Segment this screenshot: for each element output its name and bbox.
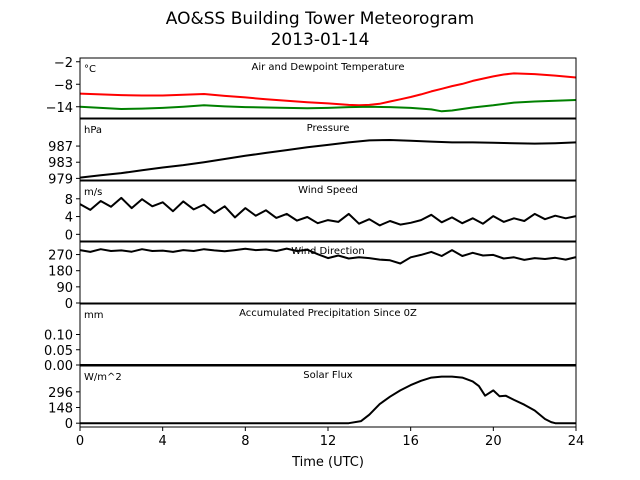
- wind-direction-panel-title: Wind Direction: [291, 246, 365, 257]
- pressure-y-tick-label: 983: [48, 156, 73, 171]
- wind-direction-panel-frame: [79, 241, 577, 304]
- precipitation-y-tick-label: 0.05: [44, 344, 73, 359]
- wind-speed-panel-title: Wind Speed: [298, 185, 358, 196]
- solar-flux-y-tick-label: 296: [48, 386, 73, 401]
- temperature-y-tick-label: −2: [54, 56, 73, 71]
- solar-flux-y-tick-label: 0: [65, 417, 73, 432]
- wind-direction-series-line-1: [79, 247, 577, 265]
- solar-flux-y-tick-label: 148: [48, 402, 73, 417]
- pressure-unit-label: hPa: [84, 125, 102, 136]
- x-tick-label: 20: [485, 434, 502, 449]
- wind-speed-y-tick-label: 4: [65, 211, 73, 226]
- precipitation-unit-label: mm: [84, 310, 103, 321]
- figure-title: AO&SS Building Tower Meteorogram: [166, 9, 474, 29]
- precipitation-y-tick-label: 0.10: [44, 329, 73, 344]
- pressure-y-tick-label: 987: [48, 140, 73, 155]
- temperature-panel-title: Air and Dewpoint Temperature: [252, 62, 405, 73]
- pressure-series-line-1: [79, 139, 577, 179]
- x-tick-label: 8: [241, 434, 249, 449]
- figure-date: 2013-01-14: [271, 30, 370, 50]
- x-tick-label: 0: [76, 434, 84, 449]
- panel-temperature: −2 −8 −14 °C Air and Dewpoint Temperature: [46, 56, 577, 119]
- x-tick-label: 24: [568, 434, 585, 449]
- wind-speed-panel-frame: [79, 180, 577, 242]
- wind-direction-y-tick-label: 0: [65, 297, 73, 312]
- temperature-panel-frame: [79, 57, 577, 119]
- x-axis-label: Time (UTC): [291, 455, 364, 470]
- x-tick-label: 16: [402, 434, 419, 449]
- precipitation-panel-title: Accumulated Precipitation Since 0Z: [239, 308, 417, 319]
- x-tick-label: 12: [320, 434, 337, 449]
- pressure-y-tick-label: 979: [48, 172, 73, 187]
- x-axis: 0 4 8 12 16 20 24: [76, 427, 584, 449]
- temperature-y-tick-label: −14: [46, 101, 73, 116]
- wind-speed-y-tick-label: 8: [65, 193, 73, 208]
- temperature-series-line-1: [79, 72, 577, 107]
- solar-flux-series-line-1: [80, 375, 576, 425]
- temperature-unit-label: °C: [84, 64, 96, 75]
- x-tick-label: 4: [159, 434, 167, 449]
- pressure-panel-frame: [79, 118, 577, 181]
- pressure-panel-title: Pressure: [307, 123, 350, 134]
- temperature-y-tick-label: −8: [54, 78, 73, 93]
- solar-flux-unit-label: W/m^2: [84, 372, 122, 383]
- wind-speed-series-line-1: [79, 196, 577, 227]
- panels-container: −2 −8 −14 °C Air and Dewpoint Temperature 979…: [44, 56, 577, 432]
- wind-speed-y-tick-label: 0: [65, 228, 73, 243]
- wind-direction-y-tick-label: 90: [56, 281, 73, 296]
- precipitation-y-tick-label: 0.00: [44, 359, 73, 374]
- solar-flux-panel-title: Solar Flux: [303, 370, 353, 381]
- wind-direction-y-tick-label: 180: [48, 265, 73, 280]
- temperature-series-line-2: [79, 99, 577, 113]
- wind-direction-y-tick-label: 270: [48, 249, 73, 264]
- panel-wind-speed: 0 4 8 m/s Wind Speed: [65, 180, 577, 243]
- wind-speed-unit-label: m/s: [84, 187, 102, 198]
- panel-precipitation: 0.000.050.10 mm Accumulated Precipitation …: [44, 303, 577, 374]
